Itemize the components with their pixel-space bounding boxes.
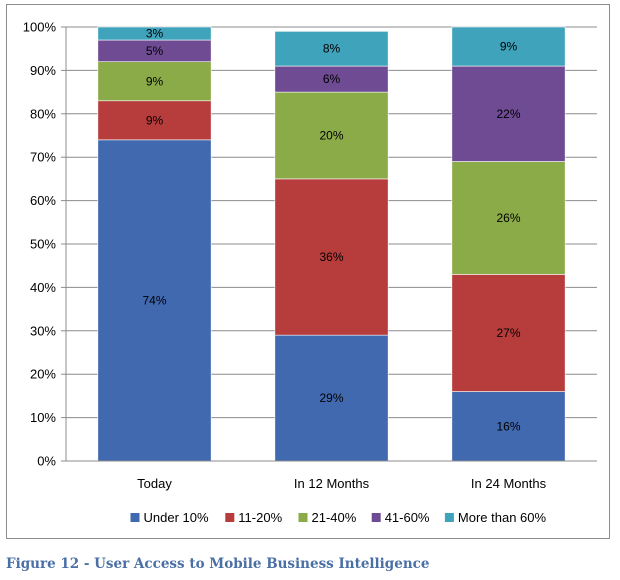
stacked-bar-chart: 0% 10% 20% 30% 40% 50% 60% 70% 80% 90% 100% 74% 9% 9… (23, 20, 597, 525)
y-tick-label: 0% (37, 454, 56, 469)
legend-item: More than 60% (444, 510, 547, 525)
legend-swatch (444, 513, 454, 522)
data-label: 36% (319, 250, 343, 264)
legend-item: Under 10% (130, 510, 209, 525)
legend-label: 11-20% (238, 510, 282, 525)
legend-label: 21-40% (312, 510, 357, 525)
legend-item: 41-60% (371, 510, 430, 525)
bar-segment (451, 65, 566, 162)
y-tick-label: 10% (30, 410, 56, 425)
y-tick-label: 50% (30, 237, 56, 252)
data-label: 5% (146, 44, 164, 58)
data-label: 9% (146, 113, 164, 127)
legend-item: 11-20% (225, 510, 283, 525)
data-label: 9% (500, 40, 518, 54)
data-labels: 74% 9% 9% 5% 3% 29% 36% 20% 6% 8% 16% 27% 26% 22% 9% (142, 27, 520, 434)
legend-label: Under 10% (144, 510, 209, 525)
x-axis-categories: Today In 12 Months In 24 Months (137, 476, 546, 491)
legend-swatch (225, 513, 235, 522)
legend-label: 41-60% (385, 510, 430, 525)
legend-label: More than 60% (458, 510, 547, 525)
bar-segment (274, 178, 389, 336)
bar-segment (451, 161, 566, 275)
y-tick-label: 20% (30, 367, 56, 382)
data-label: 9% (146, 74, 164, 88)
data-label: 8% (323, 42, 341, 56)
category-label: In 12 Months (294, 476, 370, 491)
y-tick-label: 90% (30, 63, 56, 78)
bar-segment (274, 334, 389, 462)
bar-segment (451, 274, 566, 392)
bars (97, 26, 566, 462)
y-tick-label: 40% (30, 280, 56, 295)
bar-segment (97, 139, 212, 462)
bar-segment (274, 91, 389, 180)
legend-swatch (130, 513, 140, 522)
y-tick-label: 100% (23, 20, 57, 35)
bar-segment (451, 26, 566, 67)
legend: Under 10% 11-20% 21-40% 41-60% More than 60% (130, 510, 547, 525)
data-label: 29% (319, 391, 343, 405)
data-label: 22% (496, 107, 520, 121)
legend-swatch (371, 513, 381, 522)
y-tick-label: 70% (30, 150, 56, 165)
data-label: 74% (142, 293, 166, 307)
category-label: Today (137, 476, 172, 491)
legend-item: 21-40% (298, 510, 357, 525)
data-label: 27% (496, 326, 520, 340)
category-label: In 24 Months (471, 476, 547, 491)
data-label: 3% (146, 27, 164, 41)
bar-segment (274, 65, 389, 93)
y-tick-label: 30% (30, 323, 56, 338)
data-label: 20% (319, 129, 343, 143)
data-label: 6% (323, 72, 341, 86)
data-label: 26% (496, 211, 520, 225)
bar-segment (274, 31, 389, 67)
y-axis-ticks: 0% 10% 20% 30% 40% 50% 60% 70% 80% 90% 100% (23, 20, 66, 469)
bar-segment (97, 26, 212, 41)
y-tick-label: 80% (30, 106, 56, 121)
figure-caption: Figure 12 - User Access to Mobile Busine… (6, 556, 430, 572)
y-tick-label: 60% (30, 193, 56, 208)
legend-swatch (298, 513, 308, 522)
data-label: 16% (496, 419, 520, 433)
